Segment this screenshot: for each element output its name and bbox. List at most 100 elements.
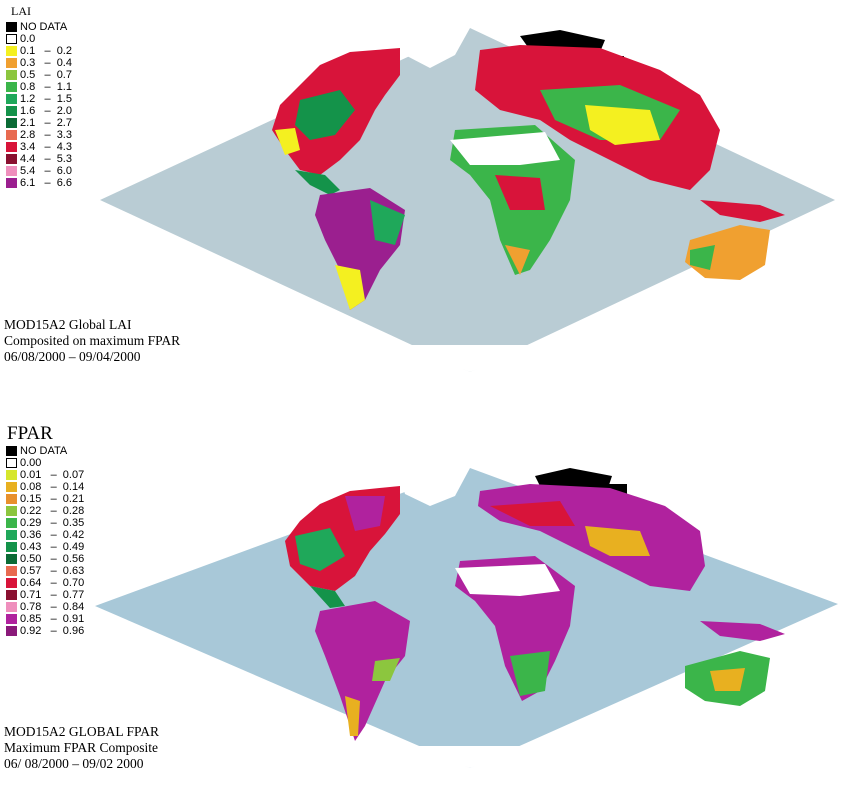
lai-legend-label: 5.4 – 6.0 bbox=[20, 165, 72, 177]
fpar-legend-swatch bbox=[6, 578, 17, 588]
lai-caption-line-1: MOD15A2 Global LAI bbox=[4, 317, 132, 332]
fpar-eurasia-red bbox=[490, 501, 575, 526]
lai-legend-item: 0.8 – 1.1 bbox=[6, 81, 72, 93]
fpar-legend-swatch bbox=[6, 482, 17, 492]
fpar-legend-item: 0.50 – 0.56 bbox=[6, 553, 84, 565]
fpar-legend-label: 0.57 – 0.63 bbox=[20, 565, 85, 577]
lai-legend-swatch bbox=[6, 130, 17, 140]
lai-legend-label: 2.1 – 2.7 bbox=[20, 117, 72, 129]
fpar-central-america bbox=[310, 586, 345, 608]
fpar-indonesia bbox=[700, 621, 785, 641]
lai-caption-line-3: 06/08/2000 – 09/04/2000 bbox=[4, 349, 141, 364]
fpar-legend-label: 0.71 – 0.77 bbox=[20, 589, 85, 601]
fpar-legend-swatch bbox=[6, 506, 17, 516]
fpar-world-map bbox=[95, 468, 838, 768]
fpar-legend-label: 0.00 bbox=[20, 457, 42, 469]
fpar-australia-orange bbox=[710, 668, 745, 691]
fpar-legend-swatch bbox=[6, 494, 17, 504]
lai-legend-label: 0.3 – 0.4 bbox=[20, 57, 72, 69]
lai-greenland bbox=[398, 28, 470, 68]
fpar-legend-item: 0.71 – 0.77 bbox=[6, 589, 84, 601]
lai-legend-item: 4.4 – 5.3 bbox=[6, 153, 72, 165]
fpar-legend-item: NO DATA bbox=[6, 445, 84, 457]
fpar-legend-label: 0.36 – 0.42 bbox=[20, 529, 85, 541]
fpar-legend-item: 0.57 – 0.63 bbox=[6, 565, 84, 577]
lai-central-america bbox=[295, 170, 340, 195]
lai-legend-item: 2.8 – 3.3 bbox=[6, 129, 72, 141]
lai-legend-item: 5.4 – 6.0 bbox=[6, 165, 72, 177]
fpar-legend-swatch bbox=[6, 626, 17, 636]
fpar-legend-item: 0.64 – 0.70 bbox=[6, 577, 84, 589]
lai-sa-yellow bbox=[335, 265, 365, 310]
fpar-legend-item: 0.08 – 0.14 bbox=[6, 481, 84, 493]
lai-legend-label: 3.4 – 4.3 bbox=[20, 141, 72, 153]
fpar-legend-item: 0.01 – 0.07 bbox=[6, 469, 84, 481]
fpar-caption: MOD15A2 GLOBAL FPAR Maximum FPAR Composi… bbox=[4, 724, 159, 772]
lai-globe-ocean bbox=[100, 28, 835, 372]
lai-legend-swatch bbox=[6, 34, 17, 44]
fpar-legend-title: FPAR bbox=[7, 423, 53, 444]
lai-legend-label: 0.1 – 0.2 bbox=[20, 45, 72, 57]
fpar-legend-swatch bbox=[6, 530, 17, 540]
lai-legend-item: 0.0 bbox=[6, 33, 72, 45]
fpar-sa-orange bbox=[345, 696, 360, 736]
fpar-sa-green bbox=[372, 658, 400, 681]
fpar-legend-item: 0.78 – 0.84 bbox=[6, 601, 84, 613]
fpar-caption-line-3: 06/ 08/2000 – 09/02 2000 bbox=[4, 756, 144, 771]
lai-legend-label: 2.8 – 3.3 bbox=[20, 129, 72, 141]
lai-legend-swatch bbox=[6, 82, 17, 92]
fpar-legend-label: 0.08 – 0.14 bbox=[20, 481, 85, 493]
lai-legend-item: 1.2 – 1.5 bbox=[6, 93, 72, 105]
fpar-legend-item: 0.15 – 0.21 bbox=[6, 493, 84, 505]
lai-legend-swatch bbox=[6, 106, 17, 116]
lai-antarctica bbox=[405, 345, 535, 372]
fpar-legend-swatch bbox=[6, 518, 17, 528]
fpar-na-green bbox=[295, 528, 345, 571]
lai-legend-swatch bbox=[6, 70, 17, 80]
lai-legend-swatch bbox=[6, 46, 17, 56]
lai-legend-swatch bbox=[6, 154, 17, 164]
fpar-legend-item: 0.00 bbox=[6, 457, 84, 469]
fpar-legend-label: 0.78 – 0.84 bbox=[20, 601, 85, 613]
lai-sahara bbox=[450, 132, 560, 165]
fpar-legend-label: 0.29 – 0.35 bbox=[20, 517, 85, 529]
lai-legend-label: 6.1 – 6.6 bbox=[20, 177, 72, 189]
fpar-legend-swatch bbox=[6, 554, 17, 564]
fpar-legend-label: 0.92 – 0.96 bbox=[20, 625, 85, 637]
fpar-na-magenta bbox=[345, 496, 385, 531]
fpar-legend-label: NO DATA bbox=[20, 445, 68, 457]
lai-na-yellow bbox=[275, 128, 300, 155]
fpar-central-asia-orange bbox=[585, 526, 650, 556]
lai-legend: LAI NO DATA 0.0 0.1 – 0.2 0.3 – 0.4 0.5 – 0.… bbox=[6, 4, 72, 189]
lai-legend-item: 0.3 – 0.4 bbox=[6, 57, 72, 69]
fpar-legend-swatch bbox=[6, 566, 17, 576]
lai-legend-rows: NO DATA 0.0 0.1 – 0.2 0.3 – 0.4 0.5 – 0.7 0.8… bbox=[6, 21, 72, 189]
fpar-legend-item: 0.92 – 0.96 bbox=[6, 625, 84, 637]
lai-legend-item: NO DATA bbox=[6, 21, 72, 33]
lai-panel: LAI NO DATA 0.0 0.1 – 0.2 0.3 – 0.4 0.5 – 0.… bbox=[0, 0, 850, 396]
lai-caption-line-2: Composited on maximum FPAR bbox=[4, 333, 181, 348]
lai-legend-item: 1.6 – 2.0 bbox=[6, 105, 72, 117]
lai-legend-item: 2.1 – 2.7 bbox=[6, 117, 72, 129]
fpar-caption-line-2: Maximum FPAR Composite bbox=[4, 740, 159, 755]
fpar-legend-label: 0.43 – 0.49 bbox=[20, 541, 85, 553]
fpar-legend-swatch bbox=[6, 458, 17, 468]
lai-legend-label: NO DATA bbox=[20, 21, 68, 33]
fpar-legend-swatch bbox=[6, 446, 17, 456]
fpar-panel: FPAR NO DATA 0.00 0.01 – 0.07 0.08 – 0.14 0.… bbox=[0, 396, 850, 793]
fpar-africa-green bbox=[510, 651, 550, 696]
lai-legend-label: 4.4 – 5.3 bbox=[20, 153, 72, 165]
lai-legend-item: 0.1 – 0.2 bbox=[6, 45, 72, 57]
lai-africa-red bbox=[495, 175, 545, 210]
lai-australia-green bbox=[690, 245, 715, 270]
lai-caption: MOD15A2 Global LAI Composited on maximum… bbox=[4, 317, 180, 365]
lai-legend-label: 0.8 – 1.1 bbox=[20, 81, 72, 93]
lai-africa-orange bbox=[505, 245, 530, 275]
lai-indonesia bbox=[700, 200, 785, 222]
lai-legend-title: LAI bbox=[11, 4, 31, 18]
lai-central-asia-yellow bbox=[585, 105, 660, 145]
fpar-antarctica bbox=[410, 746, 530, 768]
fpar-sahara bbox=[455, 564, 560, 596]
fpar-legend-label: 0.50 – 0.56 bbox=[20, 553, 85, 565]
lai-legend-item: 3.4 – 4.3 bbox=[6, 141, 72, 153]
